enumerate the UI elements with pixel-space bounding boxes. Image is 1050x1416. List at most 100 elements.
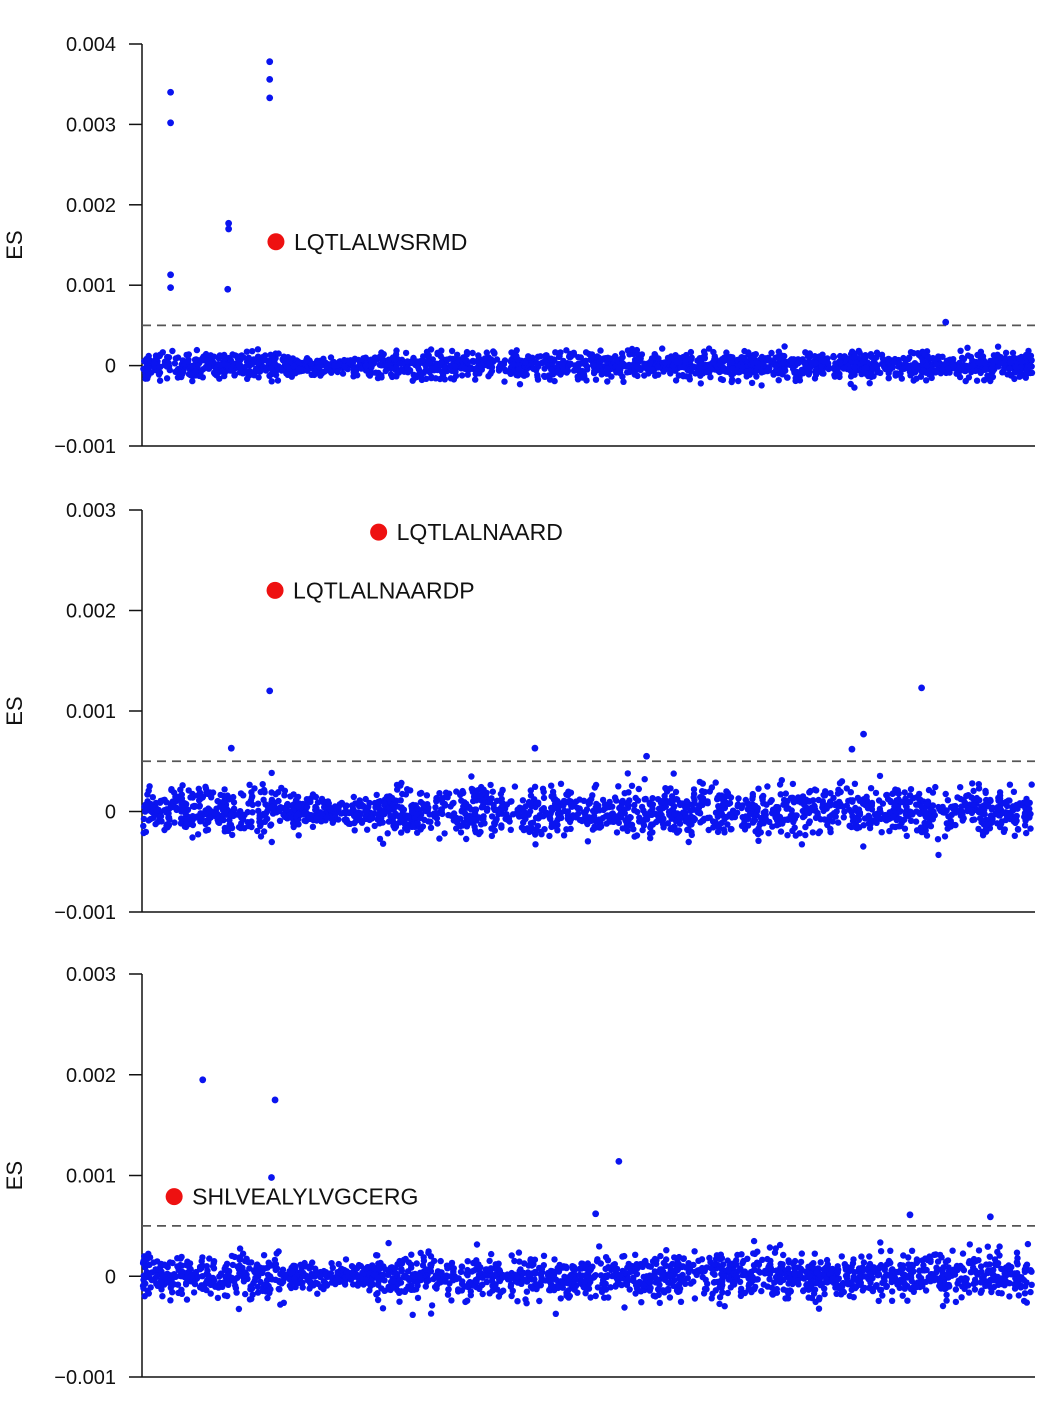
data-point: [780, 1251, 787, 1259]
data-point: [221, 355, 229, 362]
data-point: [385, 361, 392, 368]
data-point: [468, 773, 475, 780]
data-point: [312, 793, 320, 801]
data-point: [187, 363, 195, 370]
data-point: [887, 366, 894, 373]
data-point: [1007, 359, 1014, 366]
highlight-point: [267, 233, 285, 251]
data-point: [567, 361, 574, 368]
data-point: [228, 811, 235, 818]
data-point: [683, 804, 691, 811]
data-point: [367, 356, 375, 363]
data-point: [615, 783, 622, 790]
data-point: [701, 351, 708, 358]
data-point: [892, 823, 899, 831]
data-point: [602, 1254, 610, 1261]
data-point: [637, 1288, 645, 1295]
data-point: [490, 349, 498, 356]
data-point: [244, 808, 251, 816]
data-point: [639, 817, 646, 824]
data-point: [590, 361, 597, 369]
data-point: [387, 371, 395, 378]
data-point: [894, 787, 901, 794]
data-point: [724, 821, 731, 828]
data-point: [489, 788, 496, 795]
data-point: [924, 354, 932, 361]
highlight-label: LQTLALWSRMD: [294, 229, 467, 255]
data-point: [1023, 795, 1030, 803]
data-point: [948, 811, 955, 818]
y-tick-label: 0.002: [66, 1065, 116, 1087]
data-point: [560, 357, 567, 365]
data-point: [587, 1294, 594, 1301]
outlier-point: [643, 752, 650, 760]
data-point: [671, 810, 678, 817]
data-point: [729, 376, 736, 383]
data-point: [268, 803, 276, 811]
data-point: [685, 826, 692, 833]
data-point: [770, 371, 777, 378]
data-point: [801, 360, 809, 367]
data-point: [193, 346, 201, 354]
data-point: [868, 1285, 875, 1293]
data-point: [571, 1286, 578, 1293]
data-point: [986, 796, 994, 804]
data-point: [836, 798, 843, 806]
data-point: [265, 358, 272, 366]
data-point: [567, 353, 574, 360]
data-point: [350, 366, 358, 373]
data-point: [878, 829, 885, 836]
data-point: [554, 797, 561, 805]
data-point: [284, 371, 291, 378]
data-point: [432, 804, 439, 811]
data-point: [851, 364, 858, 371]
data-point: [815, 796, 822, 804]
data-point: [491, 820, 498, 827]
data-point: [982, 365, 989, 373]
data-point: [558, 814, 565, 822]
data-point: [688, 831, 695, 839]
data-point: [1021, 1283, 1029, 1290]
data-point: [507, 798, 514, 805]
data-point: [827, 828, 834, 836]
data-point: [170, 789, 178, 796]
data-point: [766, 365, 773, 372]
data-point: [276, 807, 283, 815]
data-point: [575, 810, 582, 817]
data-point: [393, 1270, 400, 1277]
data-point: [348, 1263, 356, 1270]
data-point: [380, 351, 387, 358]
data-point: [582, 812, 589, 819]
data-point: [703, 368, 710, 376]
data-point: [830, 353, 838, 361]
data-point: [981, 377, 988, 384]
data-point: [744, 806, 751, 813]
data-point: [806, 789, 813, 796]
data-point: [480, 816, 487, 823]
data-point: [1016, 373, 1023, 380]
data-point: [248, 794, 256, 801]
data-point: [649, 801, 657, 808]
data-point: [306, 815, 314, 823]
data-point: [634, 372, 641, 380]
data-point: [721, 356, 728, 363]
data-point: [733, 809, 741, 816]
data-point: [773, 822, 781, 829]
data-point: [768, 349, 775, 357]
data-point: [202, 785, 210, 792]
data-point: [933, 1264, 940, 1271]
data-point: [815, 829, 822, 837]
data-point: [235, 1305, 243, 1313]
data-point: [425, 352, 432, 359]
data-point: [913, 375, 920, 382]
outlier-point: [266, 687, 274, 695]
data-points: [140, 769, 1035, 859]
data-point: [789, 365, 797, 373]
data-point: [254, 346, 262, 353]
data-point: [971, 796, 978, 803]
data-point: [1014, 825, 1022, 833]
data-point: [219, 816, 226, 823]
data-point: [351, 827, 358, 834]
data-point: [382, 367, 389, 375]
data-point: [750, 1250, 757, 1257]
